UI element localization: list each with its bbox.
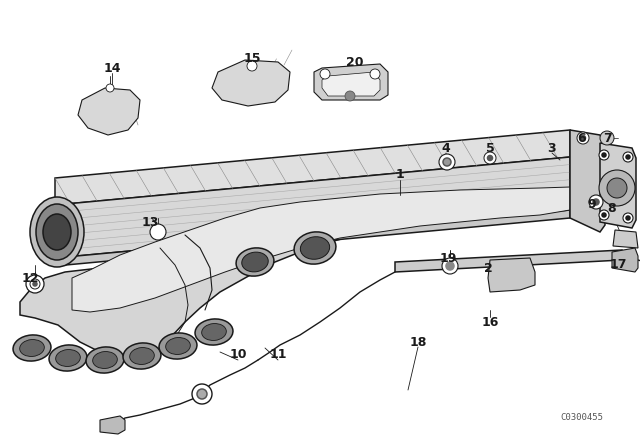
Circle shape <box>626 216 630 220</box>
Text: 19: 19 <box>439 251 457 264</box>
Circle shape <box>484 152 496 164</box>
Text: 7: 7 <box>604 132 612 145</box>
Polygon shape <box>488 258 535 292</box>
Polygon shape <box>55 157 570 258</box>
Text: 15: 15 <box>243 52 260 65</box>
Circle shape <box>106 84 114 92</box>
Text: 13: 13 <box>141 215 159 228</box>
Circle shape <box>33 282 37 286</box>
Polygon shape <box>613 230 638 248</box>
Circle shape <box>623 213 633 223</box>
Ellipse shape <box>300 237 330 259</box>
Polygon shape <box>600 143 636 228</box>
Text: 16: 16 <box>481 315 499 328</box>
Text: 10: 10 <box>229 349 247 362</box>
Ellipse shape <box>202 323 227 340</box>
Circle shape <box>150 224 166 240</box>
Circle shape <box>623 152 633 162</box>
Text: 8: 8 <box>608 202 616 215</box>
Circle shape <box>26 275 44 293</box>
Ellipse shape <box>20 340 44 357</box>
Circle shape <box>197 389 207 399</box>
Circle shape <box>442 258 458 274</box>
Text: 2: 2 <box>484 262 492 275</box>
Circle shape <box>488 155 493 160</box>
Circle shape <box>593 199 599 205</box>
Circle shape <box>602 213 606 217</box>
Text: 20: 20 <box>346 56 364 69</box>
Ellipse shape <box>166 337 190 354</box>
Ellipse shape <box>195 319 233 345</box>
Circle shape <box>345 91 355 101</box>
Circle shape <box>439 154 455 170</box>
Polygon shape <box>395 250 622 272</box>
Circle shape <box>607 178 627 198</box>
Text: 5: 5 <box>486 142 494 155</box>
Circle shape <box>577 132 589 144</box>
Circle shape <box>192 384 212 404</box>
Text: 14: 14 <box>103 61 121 74</box>
Ellipse shape <box>123 343 161 369</box>
Text: 17: 17 <box>609 258 627 271</box>
Ellipse shape <box>242 252 268 272</box>
Ellipse shape <box>56 349 81 366</box>
Circle shape <box>320 69 330 79</box>
Polygon shape <box>212 60 290 106</box>
Polygon shape <box>20 180 570 358</box>
Circle shape <box>599 210 609 220</box>
Ellipse shape <box>159 333 197 359</box>
Circle shape <box>626 155 630 159</box>
Circle shape <box>446 262 454 270</box>
Circle shape <box>247 61 257 71</box>
Text: 1: 1 <box>396 168 404 181</box>
Ellipse shape <box>49 345 87 371</box>
Text: 6: 6 <box>578 132 586 145</box>
Text: 12: 12 <box>21 271 39 284</box>
Polygon shape <box>612 248 638 272</box>
Ellipse shape <box>13 335 51 361</box>
Polygon shape <box>78 88 140 135</box>
Circle shape <box>443 158 451 166</box>
Ellipse shape <box>236 248 274 276</box>
Ellipse shape <box>36 204 78 260</box>
Circle shape <box>370 69 380 79</box>
Circle shape <box>600 131 614 145</box>
Circle shape <box>599 150 609 160</box>
Circle shape <box>30 279 40 289</box>
Ellipse shape <box>294 232 336 264</box>
Ellipse shape <box>130 348 154 365</box>
Circle shape <box>602 153 606 157</box>
Circle shape <box>599 170 635 206</box>
Ellipse shape <box>93 352 117 369</box>
Polygon shape <box>72 187 570 312</box>
Text: 9: 9 <box>588 198 596 211</box>
Polygon shape <box>322 72 380 96</box>
Polygon shape <box>314 64 388 100</box>
Ellipse shape <box>86 347 124 373</box>
Circle shape <box>589 195 603 209</box>
Text: 11: 11 <box>269 349 287 362</box>
Text: C0300455: C0300455 <box>561 414 604 422</box>
Polygon shape <box>100 416 125 434</box>
Text: 3: 3 <box>548 142 556 155</box>
Text: 4: 4 <box>442 142 451 155</box>
Text: 18: 18 <box>410 336 427 349</box>
Circle shape <box>580 135 586 141</box>
Polygon shape <box>55 130 570 205</box>
Ellipse shape <box>43 214 71 250</box>
Ellipse shape <box>30 197 84 267</box>
Polygon shape <box>55 210 570 266</box>
Polygon shape <box>570 130 605 232</box>
